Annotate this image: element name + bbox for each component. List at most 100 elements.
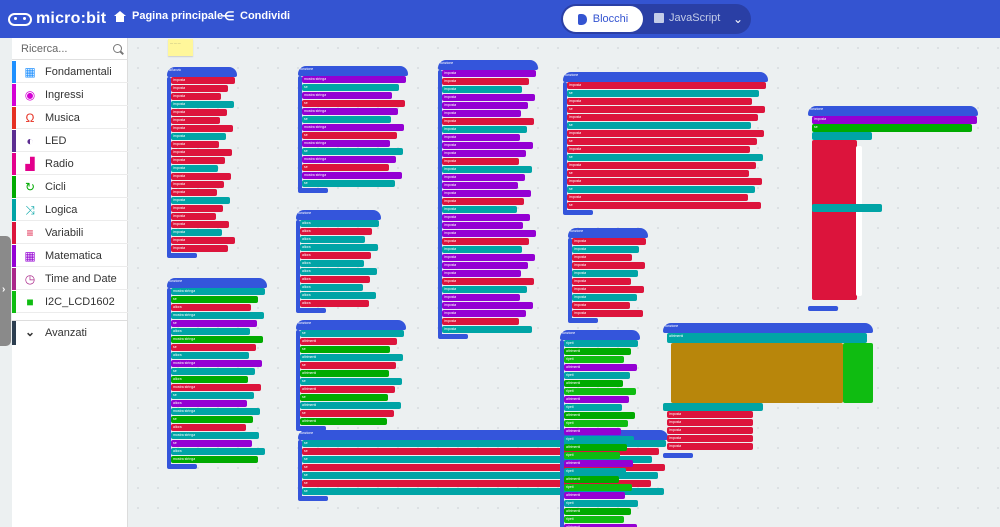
code-block[interactable] [812, 140, 857, 300]
code-block[interactable]: allora [300, 220, 379, 227]
code-block[interactable]: altrimenti [300, 386, 395, 393]
code-block[interactable]: imposta [171, 213, 216, 220]
code-block[interactable] [296, 330, 300, 430]
code-block[interactable]: imposta [171, 205, 223, 212]
code-block[interactable]: mostra stringa [171, 456, 258, 463]
code-block[interactable]: imposta [442, 262, 528, 269]
code-block[interactable]: se [300, 330, 404, 337]
code-block[interactable]: imposta [171, 189, 217, 196]
code-block[interactable]: se [171, 440, 252, 447]
code-block[interactable]: allora [171, 448, 265, 455]
code-block[interactable]: se [567, 138, 757, 145]
code-block[interactable]: ripeti [564, 420, 628, 427]
code-block[interactable]: allora [171, 352, 249, 359]
code-block[interactable]: ripeti [564, 404, 622, 411]
event-block[interactable]: funzione [808, 106, 978, 116]
code-block[interactable]: imposta [442, 326, 532, 333]
code-block[interactable]: ripeti [564, 500, 638, 507]
code-block[interactable]: se [302, 472, 658, 479]
code-block[interactable]: altrimenti [300, 370, 389, 377]
chevron-down-icon[interactable]: ⌄ [733, 12, 744, 26]
code-block[interactable]: mostra stringa [171, 312, 264, 319]
event-block[interactable]: funzione [560, 330, 640, 340]
code-block[interactable]: imposta [442, 190, 531, 197]
code-block[interactable]: imposta [572, 262, 645, 269]
code-block[interactable]: altrimenti [564, 348, 631, 355]
category-variabili[interactable]: ≡ Variabili [12, 222, 128, 244]
code-block[interactable] [671, 343, 843, 403]
code-block[interactable]: imposta [667, 411, 753, 418]
code-block[interactable]: imposta [171, 173, 231, 180]
code-block[interactable] [296, 308, 326, 313]
code-block[interactable]: se [567, 90, 759, 97]
code-block[interactable]: imposta [442, 294, 520, 301]
code-block[interactable]: imposta [171, 197, 230, 204]
code-block[interactable]: se [812, 124, 972, 132]
code-block[interactable]: mostra stringa [302, 92, 392, 99]
code-block[interactable]: mostra stringa [302, 156, 396, 163]
code-block[interactable]: imposta [171, 221, 229, 228]
code-block[interactable]: se [171, 296, 258, 303]
code-block[interactable]: altrimenti [564, 396, 629, 403]
code-block[interactable]: mostra stringa [171, 408, 260, 415]
code-block[interactable]: se [302, 164, 389, 171]
code-block[interactable]: imposta [567, 82, 766, 89]
code-block[interactable]: imposta [572, 238, 646, 245]
code-block[interactable] [298, 440, 302, 500]
code-block[interactable] [843, 343, 873, 403]
code-block[interactable]: imposta [572, 254, 632, 261]
code-block[interactable]: altrimenti [564, 476, 619, 483]
code-block[interactable] [298, 188, 328, 193]
code-block[interactable]: imposta [171, 117, 220, 124]
code-block[interactable]: imposta [567, 130, 764, 137]
blocks-workspace[interactable]: — — — all'avvio imposta imposta imposta impo… [128, 38, 1000, 527]
code-block[interactable] [438, 70, 442, 338]
code-block[interactable]: imposta [171, 181, 224, 188]
code-block[interactable] [812, 132, 872, 140]
code-block[interactable]: ripeti [564, 516, 624, 523]
code-block[interactable]: imposta [667, 443, 753, 450]
code-block[interactable]: altrimenti [564, 428, 621, 435]
code-block[interactable]: imposta [442, 78, 529, 85]
code-block[interactable] [296, 426, 326, 431]
code-block[interactable]: imposta [572, 302, 630, 309]
event-block[interactable]: funzione [568, 228, 648, 238]
code-block[interactable]: ripeti [564, 372, 630, 379]
code-block[interactable]: mostra stringa [302, 124, 404, 131]
code-block[interactable]: se [171, 392, 254, 399]
code-block[interactable]: allora [171, 400, 247, 407]
event-block[interactable]: funzione [296, 210, 381, 220]
search-icon[interactable] [113, 44, 122, 53]
blocks-tab[interactable]: Blocchi [563, 6, 643, 32]
code-block[interactable]: imposta [572, 278, 631, 285]
code-block[interactable]: mostra stringa [171, 336, 263, 343]
code-block[interactable]: mostra stringa [171, 432, 259, 439]
code-block[interactable]: se [567, 202, 761, 209]
code-block[interactable]: imposta [171, 85, 228, 92]
code-block[interactable]: imposta [442, 166, 532, 173]
code-block[interactable]: imposta [442, 158, 519, 165]
code-block[interactable] [808, 306, 838, 311]
code-block[interactable]: se [171, 344, 256, 351]
code-block[interactable]: se [567, 122, 751, 129]
code-block[interactable]: allora [171, 328, 250, 335]
code-block[interactable]: imposta [567, 114, 758, 121]
code-block[interactable]: allora [300, 300, 369, 307]
code-block[interactable]: imposta [667, 427, 753, 434]
code-block[interactable]: imposta [442, 318, 519, 325]
code-block[interactable]: allora [171, 304, 251, 311]
code-block[interactable]: se [302, 132, 397, 139]
code-block[interactable]: altrimenti [300, 354, 403, 361]
code-block[interactable] [560, 340, 564, 527]
code-block[interactable] [167, 253, 197, 258]
category-musica[interactable]: Ω Musica [12, 107, 128, 129]
code-block[interactable]: imposta [567, 194, 748, 201]
code-block[interactable]: imposta [567, 178, 762, 185]
code-block[interactable]: imposta [442, 214, 530, 221]
code-block[interactable]: se [567, 170, 749, 177]
code-block[interactable]: imposta [442, 230, 536, 237]
code-block[interactable]: imposta [442, 310, 526, 317]
code-block[interactable]: imposta [442, 246, 522, 253]
code-block[interactable]: imposta [442, 150, 526, 157]
code-block[interactable]: imposta [442, 142, 533, 149]
